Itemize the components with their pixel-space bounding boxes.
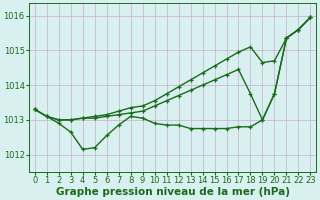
X-axis label: Graphe pression niveau de la mer (hPa): Graphe pression niveau de la mer (hPa): [56, 187, 290, 197]
